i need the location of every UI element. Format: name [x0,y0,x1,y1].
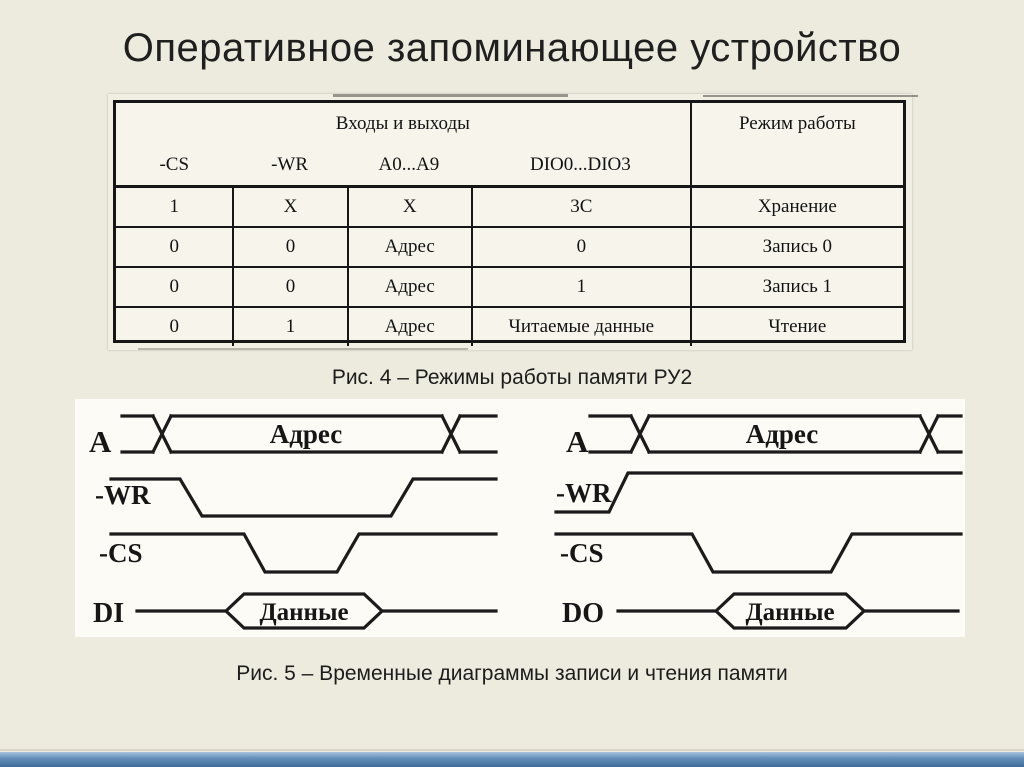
table-cell: 0 [232,228,346,266]
read-address-value: Адрес [746,419,818,449]
table-cell: 0 [169,276,179,297]
table-cell: Хранение [689,188,903,226]
table-row: 0 0 Адрес 0 Запись 0 [116,226,903,266]
table-cell: 0 [169,236,179,257]
write-timing-diagram: A Адрес -WR -CS DI Данные [89,413,498,630]
signal-header-dio: DIO0...DIO3 [529,154,631,175]
table-row: 0 1 Адрес Читаемые данные Чтение [116,306,903,346]
write-address-bus-waveform [120,413,498,455]
read-data-value: Данные [745,599,834,626]
signal-header-row: -CS -WR A0...A9 DIO0...DIO3 [116,154,690,176]
table-row: 0 0 Адрес 1 Запись 1 [116,266,903,306]
slide-title: Оперативное запоминающее устройство [122,26,902,70]
table-header: Входы и выходы Режим работы -CS -WR A0..… [116,103,903,188]
bottom-accent-bar [0,752,1024,767]
read-wr-waveform [554,471,963,514]
read-do-label: DO [562,598,604,629]
table-cell: 1 [232,308,346,346]
read-data-bubble [713,592,867,630]
write-cs-waveform [109,532,498,574]
read-cs-label: -CS [560,538,604,568]
write-di-label: DI [93,598,124,629]
write-bus-label: A [89,424,112,459]
read-cs-waveform [554,532,963,574]
write-data-value: Данные [259,599,348,626]
mode-column-header: Режим работы [689,103,903,185]
table-cell: 0 [169,316,179,337]
table-cell: Чтение [689,308,903,346]
table-cell: Адрес [346,268,471,306]
table-cell: 1 [169,196,179,217]
table-cell: 0 [470,228,690,266]
read-address-bus-waveform [588,413,963,455]
write-wr-waveform [109,477,498,518]
table-cell: 3C [470,188,690,226]
table-cell: Запись 0 [689,228,903,266]
signal-header-cs: -CS [159,154,190,175]
read-timing-diagram: A Адрес -WR -CS DO Данные [554,413,963,630]
write-wr-label: -WR [95,480,151,510]
read-wr-label: -WR [556,478,612,508]
table-cell: Адрес [346,228,471,266]
table-cell: Запись 1 [689,268,903,306]
memory-mode-table: Входы и выходы Режим работы -CS -WR A0..… [113,100,906,346]
mode-table-scan: Входы и выходы Режим работы -CS -WR A0..… [108,94,918,350]
table-row: 1 X X 3C Хранение [116,188,903,226]
table-cell: Адрес [346,308,471,346]
table-cell: 0 [232,268,346,306]
scan-artifact [703,95,918,97]
figure5-caption: Рис. 5 – Временные диаграммы записи и чт… [236,662,788,685]
signal-header-wr: -WR [271,154,308,175]
scan-artifact [333,94,568,97]
figure4-caption: Рис. 4 – Режимы работы памяти РУ2 [331,366,693,389]
timing-diagram-panel: A Адрес -WR -CS DI Данные A Адрес -WR -C… [75,399,965,637]
write-data-bubble [223,592,385,630]
table-cell: X [346,188,471,226]
bottom-divider-line [0,749,1024,751]
table-cell: 1 [470,268,690,306]
write-cs-label: -CS [99,538,143,568]
scan-artifact [138,348,468,350]
signal-header-addr: A0...A9 [378,154,440,175]
io-group-header: Входы и выходы [335,113,470,134]
read-bus-label: A [566,424,589,459]
table-cell: Читаемые данные [470,308,690,346]
write-address-value: Адрес [270,419,342,449]
table-cell: X [232,188,346,226]
